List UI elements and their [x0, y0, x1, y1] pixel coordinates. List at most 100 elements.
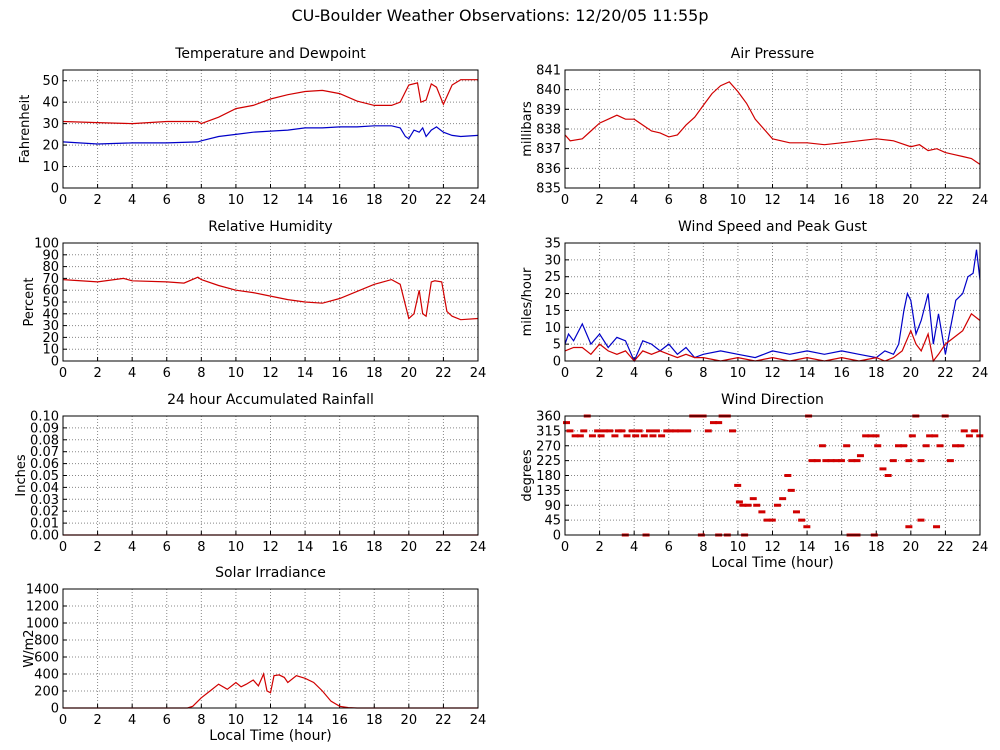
data-point	[837, 459, 845, 463]
data-point	[763, 518, 771, 522]
x-tick-label: 12	[262, 366, 279, 381]
data-point	[677, 429, 685, 433]
data-point	[580, 429, 588, 433]
data-point	[758, 510, 766, 514]
data-point	[917, 518, 925, 522]
x-tick-label: 2	[93, 540, 101, 555]
x-tick-label: 6	[163, 366, 171, 381]
x-tick-label: 16	[331, 713, 348, 728]
data-point	[931, 434, 939, 438]
series-line-red	[63, 672, 478, 709]
data-point	[749, 497, 757, 501]
y-tick-label: 90	[42, 248, 59, 263]
x-tick-label: 10	[730, 366, 747, 381]
data-point	[623, 434, 631, 438]
y-tick-label: 0.10	[30, 410, 59, 425]
data-point	[813, 459, 821, 463]
y-tick-label: 225	[536, 454, 561, 469]
x-tick-label: 18	[366, 193, 383, 208]
y-tick-label: 135	[536, 484, 561, 499]
y-axis-label: miles/hour	[520, 267, 535, 336]
data-point	[715, 421, 723, 425]
x-tick-label: 18	[366, 366, 383, 381]
data-point	[874, 444, 882, 448]
x-tick-label: 22	[435, 713, 452, 728]
data-point	[856, 454, 864, 458]
x-tick-label: 24	[972, 540, 989, 555]
data-point	[597, 434, 605, 438]
data-point	[832, 459, 840, 463]
y-tick-label: 0	[553, 355, 561, 370]
x-tick-label: 4	[630, 193, 638, 208]
page-title: CU-Boulder Weather Observations: 12/20/0…	[291, 6, 709, 25]
y-tick-label: 60	[42, 284, 59, 299]
data-point	[818, 444, 826, 448]
x-tick-label: 20	[903, 366, 920, 381]
x-tick-label: 8	[699, 540, 707, 555]
data-point	[792, 510, 800, 514]
data-point	[926, 434, 934, 438]
x-tick-label: 14	[799, 193, 816, 208]
plot-frame	[62, 415, 479, 536]
x-tick-label: 0	[561, 540, 569, 555]
x-tick-label: 8	[699, 366, 707, 381]
x-tick-label: 6	[665, 540, 673, 555]
plot-frame	[62, 588, 479, 709]
chart-title: Wind Direction	[721, 392, 824, 408]
x-tick-label: 0	[59, 366, 67, 381]
x-tick-label: 22	[435, 366, 452, 381]
x-tick-label: 8	[699, 193, 707, 208]
x-tick-label: 24	[470, 713, 487, 728]
data-point	[635, 429, 643, 433]
y-tick-label: 835	[536, 182, 561, 197]
data-point	[704, 429, 712, 433]
chart-title: Air Pressure	[731, 46, 814, 62]
x-tick-label: 24	[470, 540, 487, 555]
x-tick-label: 6	[163, 193, 171, 208]
y-tick-label: 5	[553, 338, 561, 353]
y-tick-label: 20	[42, 139, 59, 154]
x-tick-label: 22	[937, 193, 954, 208]
x-tick-label: 22	[937, 540, 954, 555]
x-tick-label: 8	[197, 193, 205, 208]
data-point	[594, 429, 602, 433]
x-tick-label: 14	[297, 713, 314, 728]
y-tick-label: 1000	[26, 617, 59, 632]
y-tick-label: 35	[544, 237, 561, 252]
y-tick-label: 45	[544, 514, 561, 529]
chart-title: Relative Humidity	[208, 219, 332, 235]
y-tick-label: 840	[536, 83, 561, 98]
plot-frame	[62, 242, 479, 362]
data-point	[889, 459, 897, 463]
data-point	[884, 474, 892, 477]
chart-title: Wind Speed and Peak Gust	[678, 219, 867, 235]
x-tick-label: 6	[163, 713, 171, 728]
y-tick-label: 15	[544, 304, 561, 319]
data-point	[853, 459, 861, 463]
data-point	[684, 429, 692, 433]
y-tick-label: 20	[42, 331, 59, 346]
y-tick-label: 1200	[26, 600, 59, 615]
chart-title: Solar Irradiance	[215, 565, 326, 581]
y-axis-label: millibars	[520, 101, 535, 157]
data-point	[798, 518, 806, 522]
data-point	[588, 434, 596, 438]
x-tick-label: 16	[331, 193, 348, 208]
x-tick-label: 18	[868, 193, 885, 208]
data-point	[952, 444, 960, 448]
x-tick-label: 2	[93, 713, 101, 728]
data-point	[646, 429, 653, 433]
data-point	[971, 429, 979, 433]
y-tick-label: 20	[544, 287, 561, 302]
x-axis-label: Local Time (hour)	[209, 728, 331, 744]
data-point	[822, 459, 830, 463]
data-point	[843, 444, 851, 448]
y-tick-label: 0.04	[30, 481, 59, 496]
y-tick-label: 800	[34, 634, 59, 649]
data-point	[917, 459, 925, 463]
y-axis-label: W/m2	[22, 629, 37, 667]
y-tick-label: 200	[34, 685, 59, 700]
